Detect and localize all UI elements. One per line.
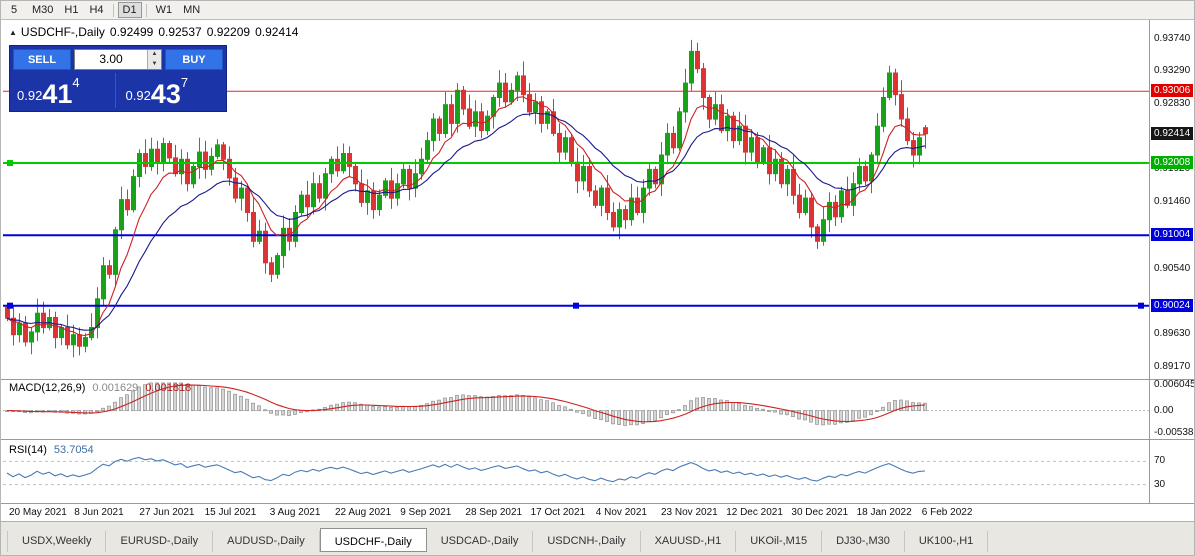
date-label: 17 Oct 2021 <box>530 507 586 518</box>
tab-dj30-m30[interactable]: DJ30-,M30 <box>822 531 905 552</box>
timeframe-mn[interactable]: MN <box>178 2 206 18</box>
date-label: 27 Jun 2021 <box>139 507 195 518</box>
horizontal-lines[interactable] <box>3 90 1149 309</box>
macd-title: MACD(12,26,9) <box>9 382 86 394</box>
rsi-axis-70: 70 <box>1154 455 1166 467</box>
buy-price-big: 43 <box>150 79 181 109</box>
date-label: 23 Nov 2021 <box>661 507 718 518</box>
timeframe-h4[interactable]: H4 <box>84 2 109 18</box>
price-badge-current: 0.92414 <box>1151 126 1194 140</box>
volume-stepper[interactable]: ▲ ▼ <box>147 50 161 69</box>
timeframe-toolbar: 5 M30 H1 H4 D1 W1 MN <box>1 1 1194 20</box>
buy-price[interactable]: 0.92 43 7 <box>114 73 224 109</box>
sell-price-prefix: 0.92 <box>17 88 43 103</box>
sell-price-big: 41 <box>42 79 73 109</box>
price-badge-blue: 0.90024 <box>1151 298 1194 312</box>
timeframe-m30[interactable]: M30 <box>27 2 59 18</box>
price-badge-red: 0.93006 <box>1151 84 1194 98</box>
volume-input[interactable]: 3.00 ▲ ▼ <box>74 49 162 70</box>
tab-uk100-h1[interactable]: UK100-,H1 <box>905 531 989 552</box>
macd-axis-max: 0.006045 <box>1154 379 1195 390</box>
price-badge-blue: 0.91004 <box>1151 228 1194 242</box>
chart-tab-bar: USDX,Weekly EURUSD-,Daily AUDUSD-,Daily USD… <box>1 521 1194 555</box>
tab-usdcad-daily[interactable]: USDCAD-,Daily <box>427 531 534 552</box>
tab-audusd-daily[interactable]: AUDUSD-,Daily <box>213 531 320 552</box>
volume-down-icon[interactable]: ▼ <box>148 59 161 69</box>
macd-axis-zero: 0.00 <box>1154 404 1174 416</box>
timeframe-h1[interactable]: H1 <box>59 2 84 18</box>
rsi-value: 53.7054 <box>53 444 94 456</box>
tab-usdcnh-daily[interactable]: USDCNH-,Daily <box>533 531 641 552</box>
timeframe-w1[interactable]: W1 <box>150 2 178 18</box>
price-tick: 0.91460 <box>1154 196 1191 208</box>
timeframe-d1[interactable]: D1 <box>117 2 142 18</box>
date-label: 12 Dec 2021 <box>726 507 783 518</box>
date-label: 9 Sep 2021 <box>400 507 452 518</box>
price-tick: 0.89630 <box>1154 328 1191 340</box>
symbol-title: USDCHF-,Daily <box>20 25 105 39</box>
price-badge-green: 0.92008 <box>1151 156 1194 170</box>
toolbar-separator <box>145 3 147 17</box>
rsi-label: RSI(14) 53.7054 <box>9 444 94 456</box>
rsi-axis-30: 30 <box>1154 478 1166 490</box>
price-axis: 0.937400.932900.928300.923800.919200.914… <box>1151 1 1195 521</box>
date-label: 15 Jul 2021 <box>204 507 257 518</box>
tab-xauusd-h1[interactable]: XAUUSD-,H1 <box>641 531 737 552</box>
date-label: 20 May 2021 <box>9 507 67 518</box>
macd-signal-value: 0.001818 <box>145 382 192 394</box>
ohlc-open: 0.92499 <box>109 25 154 39</box>
price-tick: 0.90540 <box>1154 262 1191 274</box>
date-label: 22 Aug 2021 <box>335 507 392 518</box>
price-tick: 0.93290 <box>1154 64 1191 76</box>
sell-price[interactable]: 0.92 41 4 <box>13 73 115 108</box>
price-tick: 0.92830 <box>1154 97 1191 109</box>
macd-indicator <box>3 382 1149 426</box>
moving-averages <box>6 96 926 337</box>
sell-button[interactable]: SELL <box>13 49 71 70</box>
panel-borders <box>1 20 1194 504</box>
volume-value[interactable]: 3.00 <box>99 52 123 66</box>
sell-price-sup: 4 <box>72 75 80 90</box>
tab-usdchf-daily[interactable]: USDCHF-,Daily <box>319 528 427 552</box>
buy-button[interactable]: BUY <box>165 49 223 70</box>
chart-title: ▲ USDCHF-,Daily 0.92499 0.92537 0.92209 0.924… <box>9 25 298 39</box>
toolbar-separator <box>112 3 114 17</box>
price-tick: 0.89170 <box>1154 361 1191 373</box>
date-label: 28 Sep 2021 <box>465 507 523 518</box>
rsi-indicator <box>3 456 1149 486</box>
ohlc-low: 0.92209 <box>206 25 251 39</box>
ohlc-close: 0.92414 <box>255 25 299 39</box>
ohlc-high: 0.92537 <box>158 25 202 39</box>
chart-tabs: USDX,Weekly EURUSD-,Daily AUDUSD-,Daily USD… <box>1 528 1194 552</box>
date-label: 30 Dec 2021 <box>791 507 849 518</box>
tab-usdx-weekly[interactable]: USDX,Weekly <box>7 531 107 552</box>
one-click-trading-panel: SELL 3.00 ▲ ▼ BUY 0.92 41 4 0.92 43 7 <box>9 45 227 112</box>
date-label: 4 Nov 2021 <box>595 507 647 518</box>
volume-up-icon[interactable]: ▲ <box>148 50 161 60</box>
buy-price-sup: 7 <box>180 75 189 90</box>
macd-label: MACD(12,26,9) 0.001629 0.001818 <box>9 382 191 394</box>
tab-eurusd-daily[interactable]: EURUSD-,Daily <box>106 531 214 552</box>
macd-main-value: 0.001629 <box>92 382 139 394</box>
buy-price-prefix: 0.92 <box>125 88 151 103</box>
rsi-title: RSI(14) <box>9 444 47 456</box>
date-label: 3 Aug 2021 <box>269 507 321 518</box>
date-axis: 20 May 2021 8 Jun 2021 27 Jun 2021 15 Jul 2… <box>1 504 1194 521</box>
tab-ukoil-m15[interactable]: UKOil-,M15 <box>736 531 823 552</box>
price-tick: 0.93740 <box>1154 32 1191 44</box>
date-label: 6 Feb 2022 <box>921 507 973 518</box>
macd-axis-min: -0.005383 <box>1154 427 1195 438</box>
timeframe-5[interactable]: 5 <box>2 2 26 18</box>
date-label: 8 Jun 2021 <box>74 507 124 518</box>
collapse-icon[interactable]: ▲ <box>9 28 17 37</box>
date-label: 18 Jan 2022 <box>856 507 912 518</box>
